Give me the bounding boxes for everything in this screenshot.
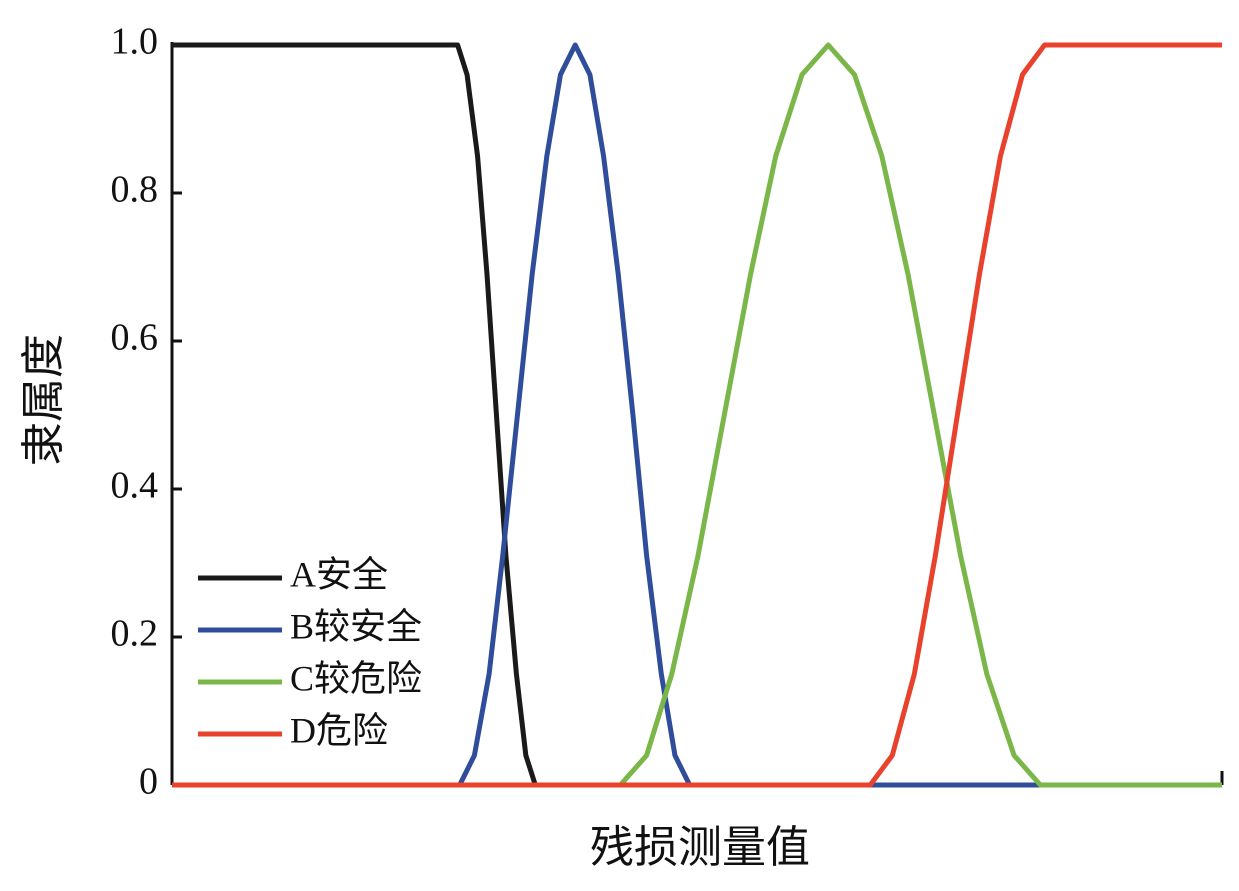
- y-tick-label: 1.0: [111, 21, 159, 63]
- legend-label: C较危险: [290, 658, 422, 698]
- legend-label: D危险: [290, 710, 388, 750]
- y-tick-label: 0: [139, 761, 158, 803]
- series-line: [172, 42, 1222, 788]
- y-tick-label: 0.2: [111, 613, 159, 655]
- y-axis-label: 隶属度: [19, 334, 68, 466]
- series-line: [172, 42, 1222, 788]
- y-tick-label: 0.8: [111, 169, 159, 211]
- legend-label: A安全: [290, 554, 388, 594]
- y-tick-label: 0.4: [111, 465, 159, 507]
- x-axis-label: 残损测量值: [590, 823, 810, 872]
- legend-label: B较安全: [290, 606, 422, 646]
- y-tick-label: 0.6: [111, 317, 159, 359]
- series-line: [172, 42, 1222, 788]
- series-line: [172, 42, 1222, 788]
